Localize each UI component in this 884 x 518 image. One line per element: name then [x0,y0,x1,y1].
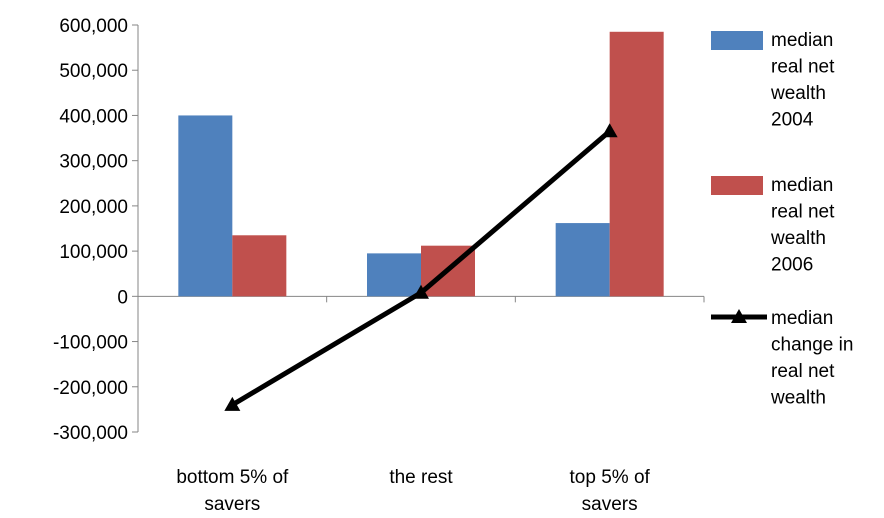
y-axis-tick-label: 600,000 [59,16,128,37]
x-axis-tick-label: bottom 5% of savers [176,467,289,513]
legend: median real net wealth 2004 median real net we… [711,30,853,409]
y-axis-tick-label: -300,000 [53,423,128,444]
x-axis-tick-label: the rest [389,467,453,488]
y-axis-tick-label: 500,000 [59,61,128,82]
legend-label: median real net wealth 2004 [770,30,835,131]
x-axis-labels: bottom 5% of savers the rest top 5% of saver… [176,467,651,515]
line-point-marker [413,284,429,299]
bars [178,31,664,297]
legend-swatch [711,176,763,195]
y-axis-tick-label: 100,000 [59,242,128,263]
line-series [224,123,618,411]
y-axis-tick-label: 300,000 [59,152,128,173]
line-point-marker [601,123,618,138]
legend-marker [731,309,747,323]
bar [178,115,233,297]
y-axis-tick-label: -100,000 [53,333,128,354]
bar [367,253,421,297]
y-axis-tick-label: 400,000 [59,106,128,127]
y-axis-ticks: 600,000 500,000 400,000 300,000 200,000 100,0… [53,16,138,444]
bar [232,235,287,297]
x-axis-tick-label: top 5% of savers [570,467,651,513]
y-axis-tick-label: -200,000 [53,378,128,399]
y-axis-tick-label: 0 [117,287,128,308]
legend-label: median change in real net wealth [770,308,853,409]
line-point-marker [224,396,241,411]
legend-label: median real net wealth 2006 [770,175,835,276]
bar [555,223,610,297]
legend-swatch [711,31,763,50]
y-axis-tick-label: 200,000 [59,197,128,218]
bar [609,31,664,297]
